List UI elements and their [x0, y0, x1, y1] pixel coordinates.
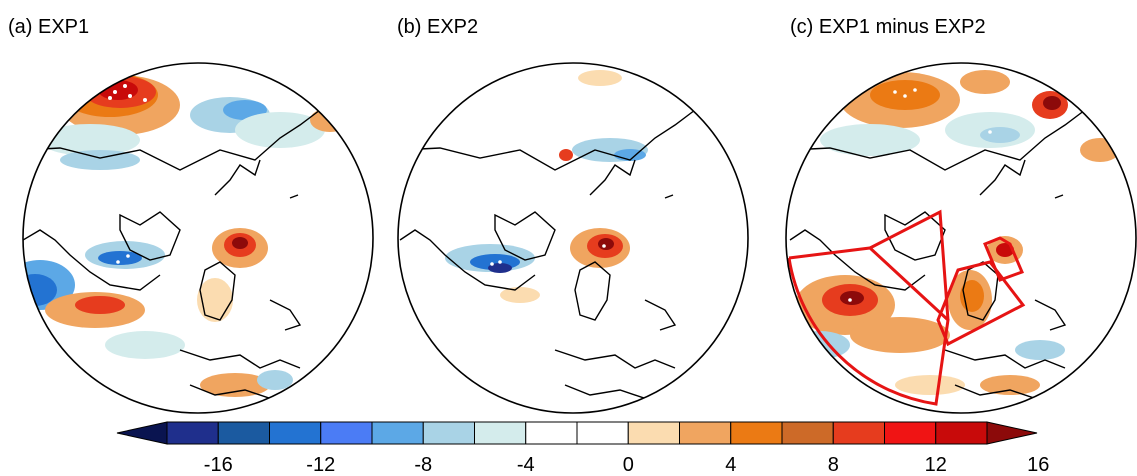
panel-b-anomaly-field: [445, 70, 648, 303]
colorbar: [116, 421, 1038, 445]
colorbar-tick-label: 12: [925, 454, 947, 476]
panel-c-coastlines: [789, 109, 1086, 401]
colorbar-box: [679, 421, 732, 445]
colorbar-tick-labels: -16 -12 -8 -4 0 4 8 12 16: [204, 454, 1050, 476]
region-outline-scandinavia: [936, 260, 1026, 347]
panel-b-coastlines: [399, 109, 696, 401]
colorbar-box: [627, 421, 680, 445]
colorbar-box: [525, 421, 578, 445]
colorbar-tick-label: -16: [204, 454, 233, 476]
panel-c-title: (c) EXP1 minus EXP2: [790, 16, 986, 38]
panel-a-anomaly-field: [23, 73, 350, 397]
panel-c-significance-dots: [848, 88, 992, 302]
colorbar-tick-label: -8: [414, 454, 432, 476]
panel-c-map: [785, 62, 1137, 414]
colorbar-box: [320, 421, 373, 445]
colorbar-box: [422, 421, 475, 445]
colorbar-box: [217, 421, 270, 445]
region-outline-atlantic: [787, 246, 950, 406]
colorbar-box: [781, 421, 834, 445]
colorbar-tick-label: 16: [1027, 454, 1049, 476]
panel-c-region-outlines: [787, 209, 1026, 406]
colorbar-tick-label: 4: [725, 454, 736, 476]
colorbar-tick-label: 0: [623, 454, 634, 476]
colorbar-box: [166, 421, 219, 445]
colorbar-box: [269, 421, 322, 445]
colorbar-box: [730, 421, 783, 445]
colorbar-tick-label: -12: [306, 454, 335, 476]
panel-a-map: [22, 62, 374, 414]
colorbar-end-low: [116, 421, 168, 445]
colorbar-box: [832, 421, 885, 445]
panel-b-significance-dots: [490, 244, 606, 266]
colorbar-end-high: [986, 421, 1038, 445]
panel-a-title: (a) EXP1: [8, 16, 89, 38]
region-outline-west: [869, 209, 950, 321]
colorbar-tick-label: -4: [517, 454, 535, 476]
colorbar-box: [576, 421, 629, 445]
panel-b-map: [397, 62, 749, 414]
colorbar-box: [371, 421, 424, 445]
colorbar-box: [935, 421, 988, 445]
colorbar-box: [474, 421, 527, 445]
colorbar-tick-label: 8: [828, 454, 839, 476]
panel-b-title: (b) EXP2: [397, 16, 478, 38]
region-outline-north: [983, 236, 1025, 282]
colorbar-box: [884, 421, 937, 445]
